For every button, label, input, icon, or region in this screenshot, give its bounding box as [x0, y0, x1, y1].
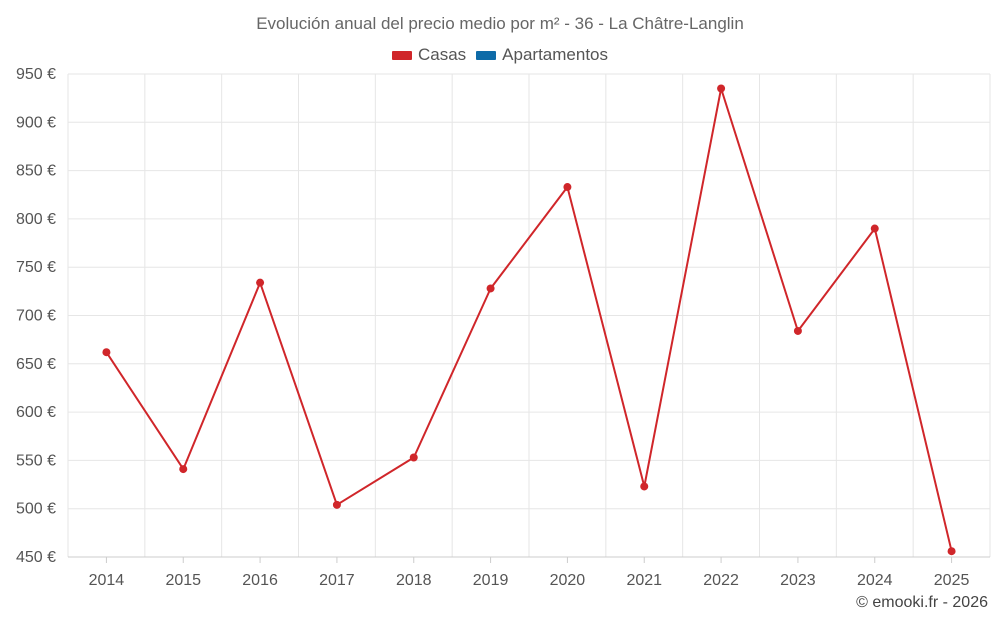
data-point: [640, 482, 649, 491]
x-tick-label: 2014: [89, 572, 125, 589]
x-tick-label: 2017: [319, 572, 355, 589]
y-tick-label: 450 €: [16, 549, 56, 566]
y-tick-label: 600 €: [16, 404, 56, 421]
legend: Casas Apartamentos: [0, 45, 1000, 65]
data-point: [486, 284, 495, 293]
data-point: [717, 84, 726, 93]
legend-label-casas: Casas: [417, 45, 467, 64]
data-point: [409, 453, 418, 462]
data-point: [179, 465, 188, 474]
data-point: [947, 547, 956, 556]
x-tick-label: 2021: [626, 572, 662, 589]
legend-swatch-apartamentos: [476, 50, 497, 60]
x-tick-label: 2019: [473, 572, 509, 589]
y-tick-label: 850 €: [16, 163, 56, 180]
x-tick-label: 2022: [703, 572, 739, 589]
x-tick-label: 2025: [934, 572, 970, 589]
data-point: [332, 500, 341, 509]
legend-label-apartamentos: Apartamentos: [502, 45, 609, 64]
x-tick-label: 2015: [165, 572, 201, 589]
legend-item-apartamentos[interactable]: Apartamentos: [476, 45, 608, 65]
data-point: [793, 326, 802, 335]
y-tick-label: 800 €: [16, 211, 56, 228]
data-point: [256, 278, 265, 287]
x-tick-label: 2018: [396, 572, 432, 589]
x-tick-label: 2023: [780, 572, 816, 589]
data-point: [563, 183, 572, 192]
y-tick-label: 950 €: [16, 66, 56, 83]
data-point: [870, 224, 879, 233]
y-tick-label: 550 €: [16, 452, 56, 469]
legend-item-casas[interactable]: Casas: [391, 45, 467, 65]
series-line-casas: [105, 87, 953, 552]
x-tick-label: 2024: [857, 572, 893, 589]
x-tick-label: 2016: [242, 572, 278, 589]
y-tick-label: 900 €: [16, 114, 56, 131]
x-tick-label: 2020: [550, 572, 586, 589]
y-tick-label: 650 €: [16, 356, 56, 373]
y-tick-label: 700 €: [16, 308, 56, 325]
y-tick-label: 750 €: [16, 259, 56, 276]
credit-text: © emooki.fr - 2026: [856, 594, 988, 611]
chart-title: Evolución anual del precio medio por m² …: [256, 14, 744, 33]
y-tick-label: 500 €: [16, 501, 56, 518]
legend-swatch-casas: [391, 50, 412, 60]
data-point: [102, 348, 111, 357]
